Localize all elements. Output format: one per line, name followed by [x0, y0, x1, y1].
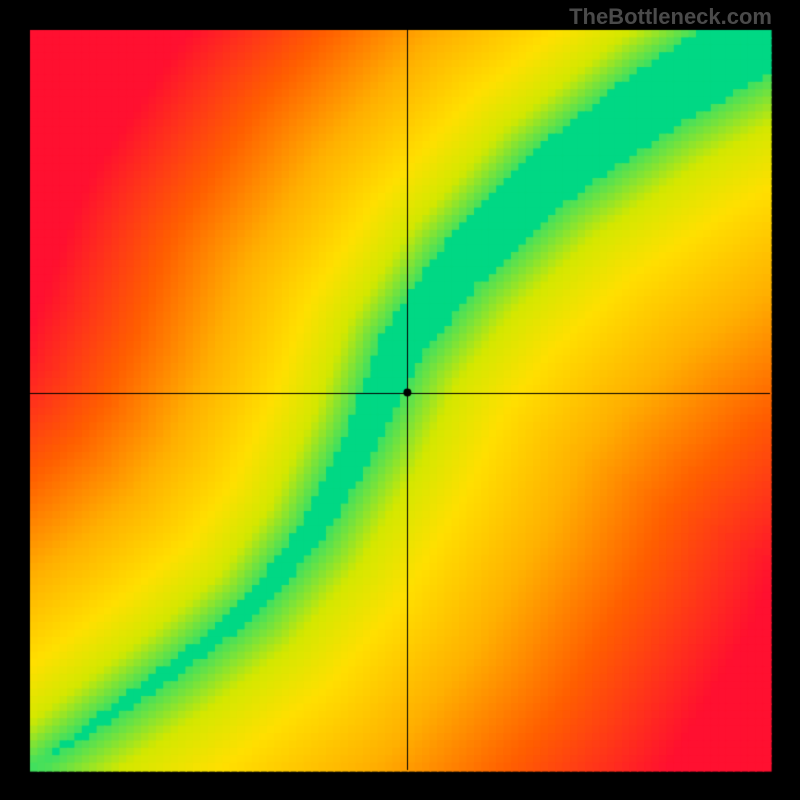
chart-container: TheBottleneck.com [0, 0, 800, 800]
watermark-text: TheBottleneck.com [569, 4, 772, 30]
heatmap-canvas [0, 0, 800, 800]
